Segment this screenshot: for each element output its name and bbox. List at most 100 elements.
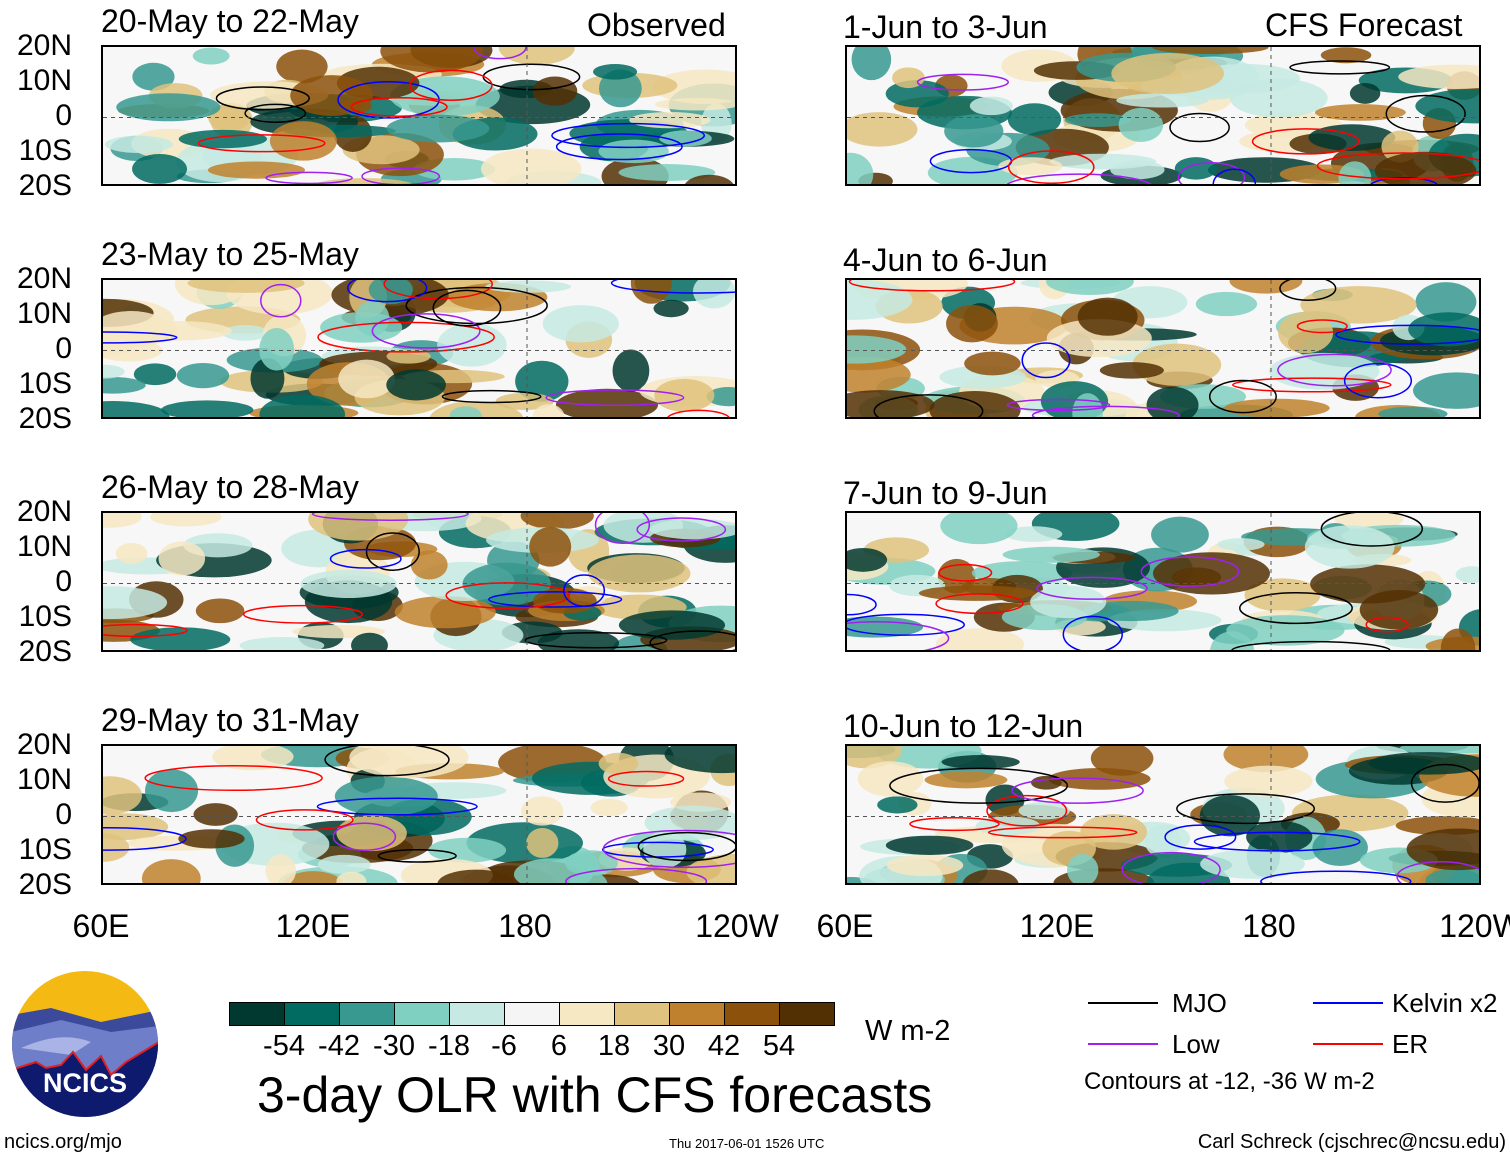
anomaly-blob — [498, 47, 575, 65]
wave-contour — [265, 171, 353, 184]
wave-contour — [1140, 556, 1240, 587]
wave-contour — [610, 280, 735, 294]
anomaly-blob — [588, 554, 691, 593]
anomaly-blob — [104, 135, 173, 154]
anomaly-blob — [103, 586, 168, 620]
wave-contour — [565, 867, 708, 883]
legend-line-low — [1088, 1043, 1158, 1045]
wave-contour — [873, 394, 984, 417]
y-tick-label: 0 — [55, 99, 72, 132]
wave-contour — [916, 73, 1009, 91]
anomaly-blob — [1072, 393, 1103, 417]
colorbar-level: -6 — [491, 1030, 517, 1062]
anomaly-field — [103, 513, 735, 650]
anomaly-blob — [1314, 104, 1406, 121]
wave-contour — [847, 621, 950, 650]
anomaly-blob — [410, 550, 448, 580]
wave-contour — [103, 623, 188, 638]
colorbar-units: W m-2 — [865, 1015, 951, 1047]
x-tick-label: 60E — [72, 908, 130, 944]
wave-contour — [987, 826, 1138, 839]
anomaly-blob — [103, 513, 142, 528]
anomaly-blob — [145, 769, 199, 813]
x-tick-label: 120E — [275, 908, 351, 944]
panel-title: 26-May to 28-May — [101, 469, 359, 505]
anomaly-blob — [193, 803, 238, 826]
wave-contour — [1208, 379, 1277, 414]
anomaly-blob — [161, 400, 254, 417]
anomaly-blob — [1223, 746, 1309, 773]
wave-contour — [986, 794, 1068, 827]
anomaly-blob — [386, 114, 490, 143]
colorbar-level: 30 — [652, 1030, 686, 1062]
panel-title: 23-May to 25-May — [101, 236, 359, 272]
panel-title: 1-Jun to 3-Jun — [843, 9, 1048, 45]
olr-map-panel — [845, 45, 1481, 186]
colorbar-level: -42 — [318, 1030, 360, 1062]
anomaly-field — [847, 746, 1479, 883]
wave-contour — [1011, 777, 1144, 804]
wave-contour — [607, 770, 685, 787]
x-tick-label: 180 — [498, 908, 552, 944]
site-url[interactable]: ncics.org/mjo — [4, 1131, 122, 1153]
anomaly-field — [847, 513, 1479, 650]
anomaly-blob — [150, 513, 222, 527]
anomaly-blob — [1099, 362, 1164, 379]
wave-contour — [197, 134, 326, 153]
wave-contour — [1062, 615, 1123, 650]
legend-line-kelvin — [1313, 1002, 1383, 1004]
wave-contour — [935, 593, 1024, 615]
timestamp: Thu 2017-06-01 1526 UTC — [669, 1136, 825, 1151]
colorbar-swatch — [725, 1003, 780, 1025]
wave-contour — [545, 389, 685, 407]
anomaly-blob — [103, 339, 163, 362]
anomaly-blob — [1229, 280, 1303, 294]
anomaly-blob — [555, 388, 659, 417]
anomaly-blob — [239, 637, 325, 650]
anomaly-blob — [1077, 297, 1138, 336]
wave-contour — [215, 86, 310, 111]
anomaly-blob — [317, 854, 371, 874]
wave-contour — [1343, 362, 1413, 399]
y-tick-label: 20N — [16, 495, 72, 528]
anomaly-blob — [103, 813, 169, 841]
olr-map-panel — [101, 744, 737, 885]
anomaly-blob — [1413, 372, 1479, 409]
anomaly-blob — [334, 776, 438, 817]
anomaly-blob — [210, 102, 253, 139]
wave-contour — [365, 532, 420, 571]
wave-contour — [346, 280, 428, 303]
wave-contour — [847, 613, 965, 636]
x-tick-label: 180 — [1242, 908, 1296, 944]
anomaly-blob — [851, 47, 892, 81]
panel-title: 10-Jun to 12-Jun — [843, 708, 1084, 744]
wave-contour — [1410, 763, 1479, 803]
anomaly-blob — [847, 390, 935, 417]
wave-contour — [432, 289, 502, 327]
wave-contour — [1370, 177, 1438, 184]
wave-contour — [144, 764, 323, 792]
anomaly-blob — [847, 547, 888, 572]
anomaly-blob — [847, 335, 907, 364]
anomaly-blob — [1200, 849, 1305, 879]
anomaly-blob — [529, 527, 572, 567]
anomaly-blob — [103, 401, 170, 417]
colorbar-swatch — [615, 1003, 670, 1025]
anomaly-blob — [265, 854, 296, 883]
anomaly-blob — [612, 349, 650, 392]
anomaly-blob — [132, 153, 188, 184]
credit: Carl Schreck (cjschrec@ncsu.edu) — [1197, 1131, 1506, 1153]
anomaly-blob — [437, 323, 507, 367]
y-tick-label: 10N — [16, 530, 72, 563]
anomaly-blob — [1226, 615, 1345, 646]
anomaly-field — [103, 280, 735, 417]
colorbar-level: 42 — [707, 1030, 741, 1062]
wave-contour — [637, 831, 735, 862]
anomaly-blob — [222, 324, 269, 341]
anomaly-blob — [1408, 312, 1479, 347]
anomaly-blob — [130, 627, 231, 650]
wave-contour — [524, 631, 668, 649]
anomaly-blob — [132, 62, 175, 91]
wave-contour — [316, 797, 478, 816]
